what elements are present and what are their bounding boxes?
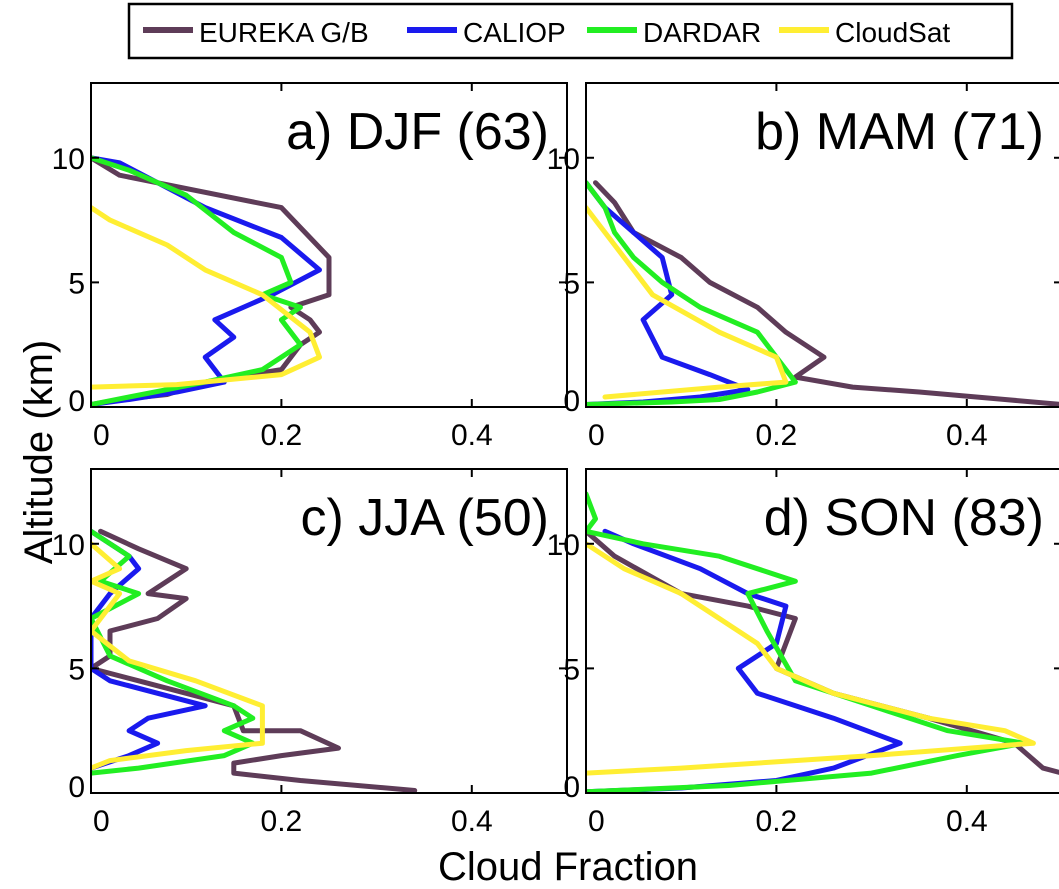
panel-2: 0 0.2 0.4 0 5 10 b) MAM (71) — [547, 82, 1059, 452]
x-axis-label: Cloud Fraction — [438, 845, 698, 889]
y-tick-label: 10 — [547, 529, 580, 562]
panel-3-frame — [90, 468, 568, 794]
y-tick-label: 5 — [563, 653, 580, 686]
panel-4-frame — [585, 468, 1059, 794]
y-axis-label: Altitude (km) — [17, 340, 61, 565]
series-line-2 — [91, 528, 208, 771]
series-line-3 — [586, 180, 798, 407]
x-tick-label: 0.4 — [946, 419, 988, 452]
panel-1-series — [91, 155, 332, 407]
y-tick-label: 0 — [563, 771, 580, 804]
series-line-4 — [586, 205, 789, 400]
panel-title: a) DJF (63) — [286, 103, 549, 161]
series-line-3 — [586, 491, 1027, 793]
x-tick-label: 0 — [93, 419, 110, 452]
panel-4-series — [586, 491, 1059, 793]
y-tick-label: 0 — [563, 385, 580, 418]
y-tick-label: 10 — [52, 529, 85, 562]
y-tick-label: 10 — [52, 143, 85, 176]
x-tick-label: 0.2 — [261, 805, 303, 838]
panel-1: 0 0.2 0.4 0 5 10 a) DJF (63) — [52, 82, 568, 452]
y-tick-label: 10 — [547, 143, 580, 176]
panel-3-series — [91, 528, 418, 793]
panel-1-frame — [90, 82, 568, 408]
series-line-1 — [91, 528, 418, 793]
panel-title: c) JJA (50) — [301, 489, 550, 547]
panel-4: 0 0.2 0.4 0 5 10 d) SON (83) — [547, 468, 1059, 838]
panel-title: d) SON (83) — [764, 489, 1044, 547]
legend-label-2: CALIOP — [463, 17, 566, 48]
x-tick-label: 0.4 — [451, 805, 493, 838]
legend: EUREKA G/B CALIOP DARDAR CloudSat — [127, 2, 1014, 60]
legend-label-1: EUREKA G/B — [199, 17, 369, 48]
panel-2-frame — [585, 82, 1059, 408]
x-tick-label: 0.4 — [451, 419, 493, 452]
y-tick-label: 0 — [68, 385, 85, 418]
x-tick-label: 0.4 — [946, 805, 988, 838]
y-tick-label: 5 — [68, 267, 85, 300]
x-tick-label: 0 — [588, 419, 605, 452]
x-tick-label: 0 — [588, 805, 605, 838]
y-tick-label: 5 — [68, 653, 85, 686]
panel-title: b) MAM (71) — [755, 103, 1044, 161]
series-line-4 — [91, 541, 265, 771]
legend-label-3: DARDAR — [643, 17, 761, 48]
series-line-2 — [586, 180, 751, 407]
series-line-4 — [586, 541, 1036, 776]
series-line-3 — [91, 528, 256, 776]
series-line-3 — [91, 155, 303, 407]
series-line-4 — [91, 205, 322, 390]
x-tick-label: 0 — [93, 805, 110, 838]
x-tick-label: 0.2 — [756, 419, 798, 452]
x-tick-label: 0.2 — [756, 805, 798, 838]
legend-label-4: CloudSat — [835, 17, 950, 48]
panel-3: 0 0.2 0.4 0 5 10 c) JJA (50) — [52, 468, 568, 838]
panel-2-series — [586, 180, 1059, 407]
y-tick-label: 0 — [68, 771, 85, 804]
y-tick-label: 5 — [563, 267, 580, 300]
series-line-1 — [593, 180, 1059, 407]
x-tick-label: 0.2 — [261, 419, 303, 452]
legend-box — [127, 2, 1014, 60]
